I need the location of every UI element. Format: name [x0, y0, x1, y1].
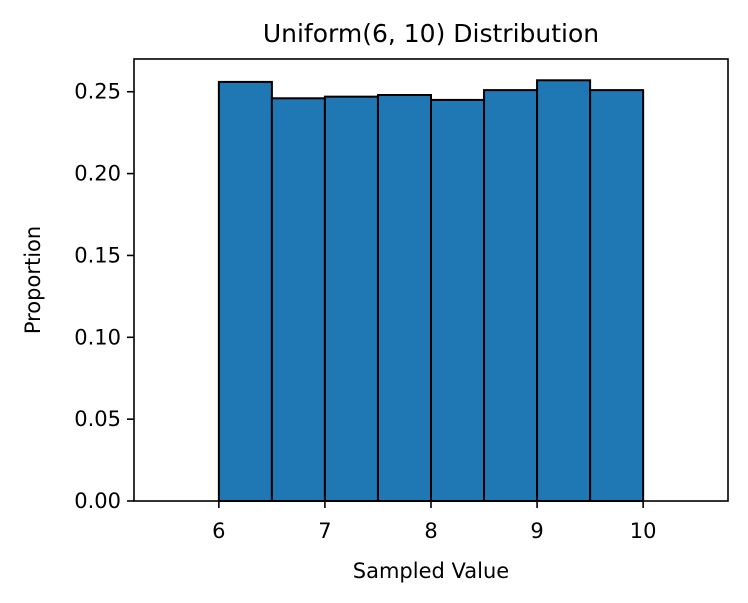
histogram-bar-6 [483, 89, 539, 503]
y-tick-label: 0.25 [74, 80, 121, 104]
histogram-bar-2 [270, 97, 326, 503]
x-tick-label: 10 [630, 519, 657, 543]
x-axis-ticks: 6 7 8 9 10 [212, 501, 657, 543]
y-tick-label: 0.10 [74, 325, 121, 349]
x-axis-label: Sampled Value [353, 559, 509, 583]
histogram-bar-1 [217, 80, 273, 502]
x-tick-label: 7 [318, 519, 331, 543]
histogram-bar-8 [589, 89, 645, 503]
x-tick-label: 6 [212, 519, 225, 543]
histogram-bar-3 [323, 95, 379, 502]
y-axis-label: Proportion [21, 226, 45, 334]
bars-group [217, 79, 645, 503]
y-tick-label: 0.05 [74, 407, 121, 431]
chart-title: Uniform(6, 10) Distribution [263, 19, 599, 48]
histogram-bar-4 [376, 94, 433, 503]
x-tick-label: 8 [424, 519, 437, 543]
histogram-bar-7 [536, 79, 592, 502]
y-tick-label: 0.00 [74, 489, 121, 513]
y-tick-label: 0.20 [74, 162, 121, 186]
y-axis-ticks: 0.00 0.05 0.10 0.15 0.20 0.25 [74, 80, 134, 513]
y-tick-label: 0.15 [74, 243, 121, 267]
x-tick-label: 9 [530, 519, 543, 543]
histogram-bar-5 [430, 98, 486, 502]
